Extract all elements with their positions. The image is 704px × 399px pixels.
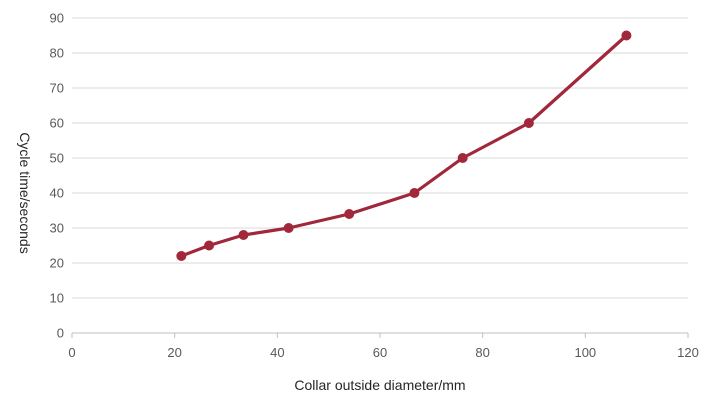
data-point xyxy=(238,230,249,240)
y-tick-label: 40 xyxy=(50,186,64,201)
data-point xyxy=(621,30,632,41)
tick-labels: 0 10 20 30 40 50 60 70 80 90 0 20 40 60 80 100 120 xyxy=(50,11,699,361)
data-point xyxy=(523,118,534,128)
x-tick-label: 120 xyxy=(677,345,699,360)
x-tick-label: 0 xyxy=(68,345,75,360)
x-tick-label: 80 xyxy=(475,345,489,360)
series-layer xyxy=(176,30,632,261)
y-tick-label: 50 xyxy=(50,151,64,166)
data-point xyxy=(457,153,468,163)
x-tick-label: 100 xyxy=(574,345,596,360)
data-point xyxy=(204,240,215,251)
y-tick-label: 80 xyxy=(50,46,64,61)
y-tick-label: 70 xyxy=(50,81,64,96)
series-line xyxy=(179,33,629,258)
data-point xyxy=(344,209,355,219)
x-tick-label: 40 xyxy=(270,345,284,360)
gridlines xyxy=(72,17,688,299)
x-tick-label: 20 xyxy=(167,345,181,360)
x-axis-title: Collar outside diameter/mm xyxy=(294,377,465,393)
axes xyxy=(71,332,689,338)
data-point xyxy=(409,188,420,198)
y-tick-label: 0 xyxy=(57,326,64,341)
data-point xyxy=(283,223,294,233)
y-tick-label: 60 xyxy=(50,116,64,131)
y-axis-title: Cycle time/seconds xyxy=(17,132,33,253)
y-tick-label: 10 xyxy=(50,291,64,306)
y-tick-label: 30 xyxy=(50,221,64,236)
x-tick-label: 60 xyxy=(373,345,387,360)
data-point xyxy=(176,251,187,261)
y-tick-label: 20 xyxy=(50,256,64,271)
y-tick-label: 90 xyxy=(50,11,64,26)
